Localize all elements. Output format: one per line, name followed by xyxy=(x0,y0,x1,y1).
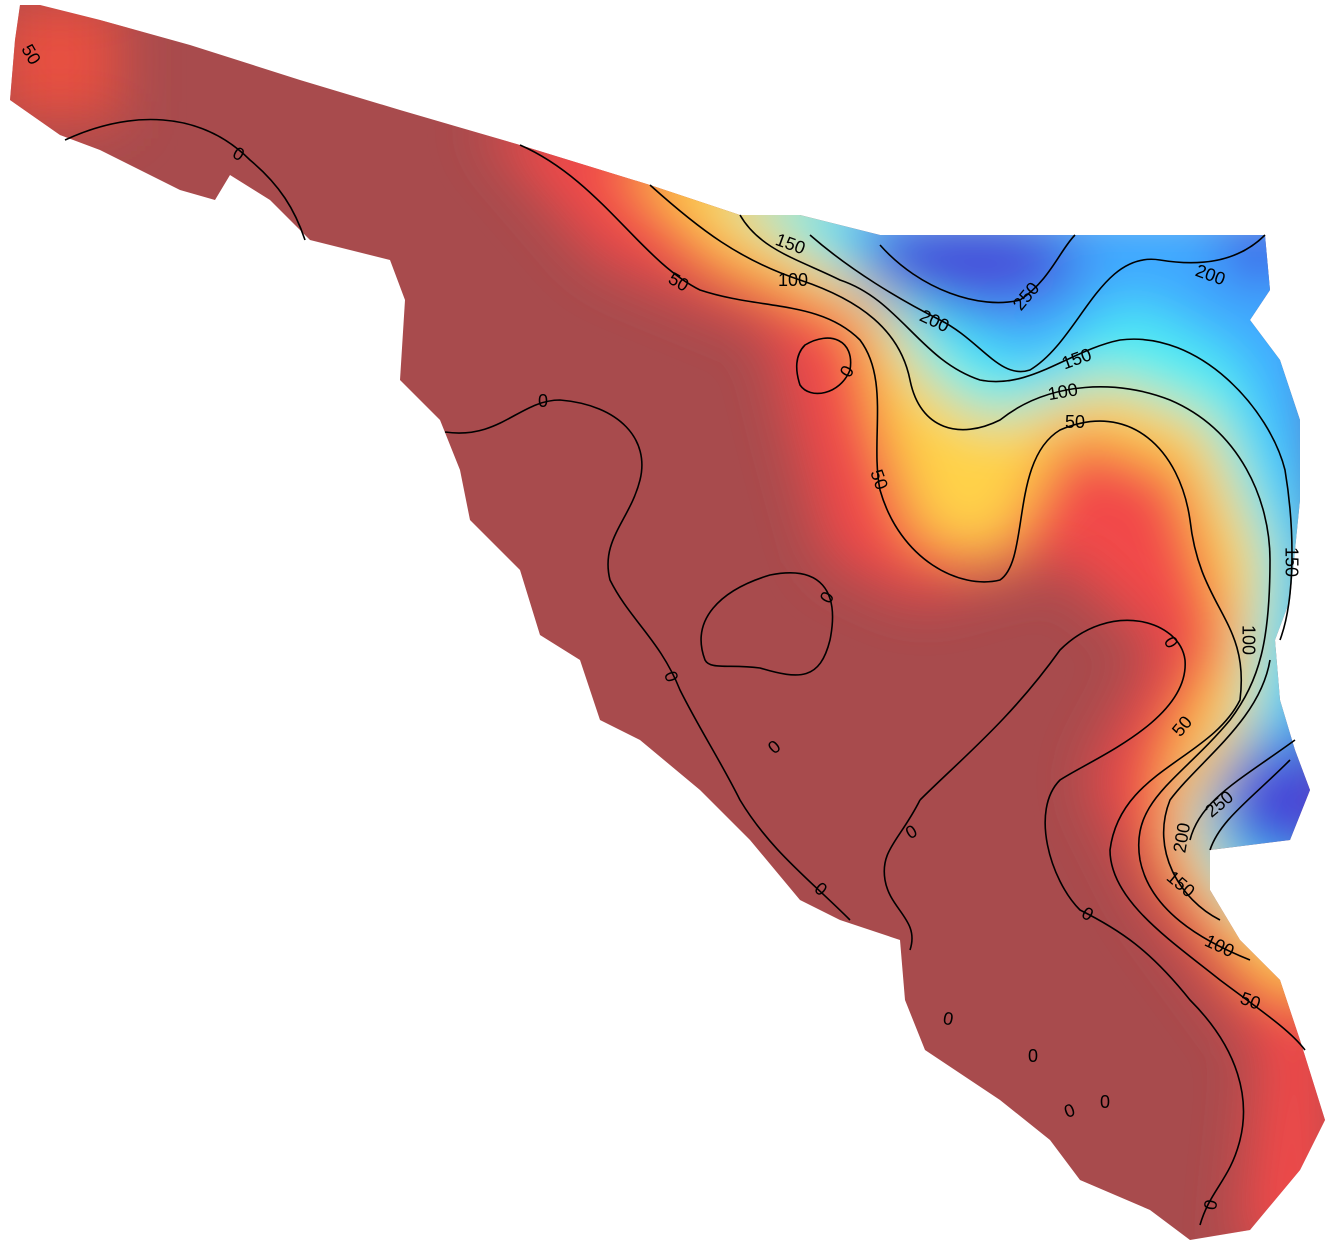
contour-line xyxy=(809,234,1296,841)
contour-label: 0 xyxy=(538,391,548,411)
contour-line xyxy=(64,118,306,241)
contour-line xyxy=(444,399,851,921)
contour-line xyxy=(519,144,1306,1051)
contour-label: 50 xyxy=(1065,412,1085,432)
contour-label: 0 xyxy=(942,1008,955,1029)
contour-line xyxy=(739,214,1293,921)
contour-line xyxy=(649,184,1271,961)
contour-line xyxy=(883,799,921,951)
contour-line xyxy=(795,337,852,395)
contour-label: 100 xyxy=(1238,625,1258,655)
contour-label: 0 xyxy=(1100,1092,1110,1112)
contour-label: 100 xyxy=(778,270,808,290)
contour-line xyxy=(879,234,1291,851)
contour-lines xyxy=(64,118,1306,1226)
contour-label: 0 xyxy=(1200,1198,1221,1211)
contour-line xyxy=(919,619,1245,1226)
contour-label: 0 xyxy=(1028,1046,1038,1066)
contour-label: 150 xyxy=(1281,547,1301,577)
contour-line xyxy=(700,572,834,676)
